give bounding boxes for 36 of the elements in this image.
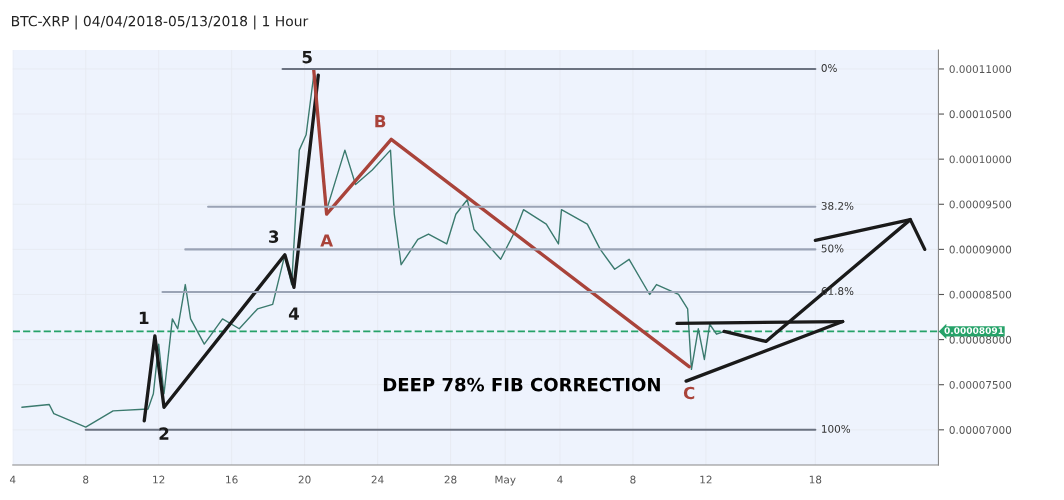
x-tick-label: 12 [153, 475, 165, 484]
y-tick-label: 0.00008000 [949, 335, 1012, 344]
x-tick-label: 8 [630, 475, 636, 484]
x-tick-label: 4 [557, 475, 563, 484]
annotation: DEEP 78% FIB CORRECTION [383, 377, 660, 392]
y-tick-label: 0.00010000 [949, 155, 1012, 164]
x-tick-label: 20 [298, 475, 311, 484]
annotation: 50% [821, 244, 844, 253]
annotation: A [320, 234, 334, 247]
x-tick-label: 24 [371, 475, 384, 484]
y-tick-label: 0.00010500 [949, 110, 1012, 119]
x-tick-label: 16 [226, 475, 238, 484]
annotation: 0% [821, 64, 837, 72]
annotation: 4 [288, 307, 299, 320]
x-tick-label: 4 [9, 475, 16, 484]
x-tick-label: 28 [444, 475, 457, 484]
chart-title: BTC-XRP | 04/04/2018-05/13/2018 | 1 Hour [12, 15, 309, 30]
x-tick-label: 12 [700, 475, 712, 484]
y-tick-label: 0.00008500 [949, 290, 1012, 299]
y-tick-label: 0.00007000 [949, 426, 1012, 434]
y-tick-label: 0.00009500 [949, 200, 1012, 209]
x-tick-label: May [495, 475, 516, 486]
y-tick-label: 0.00011000 [949, 65, 1012, 74]
y-tick-label: 0.00007500 [949, 380, 1012, 389]
y-tick-label: 0.00009000 [949, 245, 1012, 254]
annotation: 5 [302, 51, 312, 64]
annotation: 3 [269, 230, 279, 243]
x-tick-label: 8 [83, 475, 89, 484]
annotation: 1 [139, 311, 149, 324]
annotation: C [683, 386, 695, 400]
annotation: 38.2% [821, 201, 854, 210]
ref-line-label: 0.00008091 [944, 327, 1004, 335]
x-tick-label: 18 [809, 475, 822, 484]
annotation: 2 [159, 427, 169, 440]
annotation: 100% [822, 424, 851, 433]
annotation: B [375, 115, 386, 128]
